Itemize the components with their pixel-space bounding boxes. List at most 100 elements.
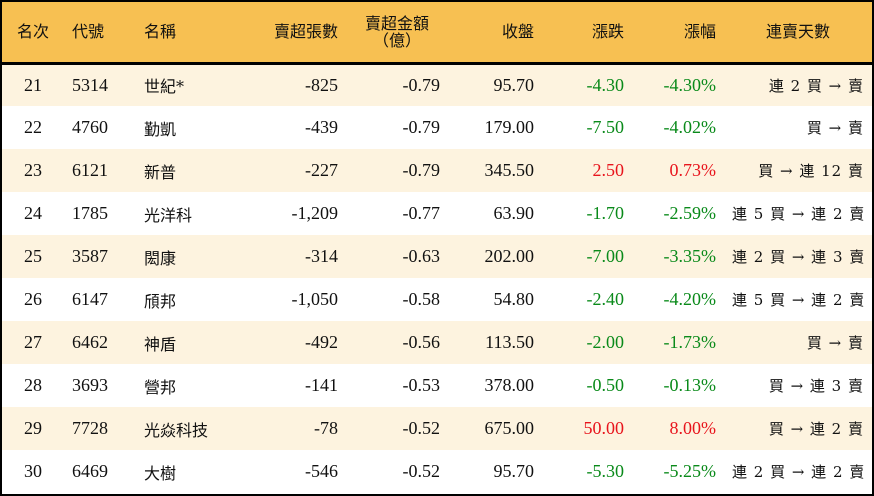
cell-name: 新普 — [144, 162, 177, 182]
header-close: 收盤 — [448, 2, 542, 65]
cell-change-pct: -1.73% — [663, 332, 717, 352]
header-code: 代號 — [64, 2, 136, 65]
cell-code: 6469 — [72, 461, 108, 481]
cell-rank: 21 — [24, 74, 42, 95]
cell-close: 95.70 — [493, 74, 535, 95]
cell-close: 54.80 — [493, 289, 535, 309]
cell-change: -2.40 — [586, 289, 625, 309]
cell-net-sell-lots: -825 — [305, 74, 338, 95]
cell-change-pct: -4.20% — [663, 289, 717, 309]
cell-change: 50.00 — [583, 418, 625, 438]
cell-code: 1785 — [72, 203, 108, 223]
cell-rank: 23 — [24, 160, 42, 180]
cell-close: 378.00 — [484, 375, 535, 395]
cell-streak: 連 2 買 → 連 2 賣 — [732, 463, 866, 481]
cell-net-sell-amount: -0.63 — [402, 246, 441, 266]
table-row: 30 6469 大樹 -546 -0.52 95.70 -5.30 -5.25%… — [2, 450, 872, 493]
header-name: 名稱 — [136, 2, 246, 65]
cell-net-sell-amount: -0.52 — [402, 461, 441, 481]
cell-rank: 30 — [24, 461, 42, 481]
header-net-sell-amount: 賣超金額 （億） — [346, 2, 448, 65]
header-net-sell-lots: 賣超張數 — [246, 2, 346, 65]
cell-change-pct: -0.13% — [663, 375, 717, 395]
cell-net-sell-amount: -0.53 — [402, 375, 441, 395]
table-row: 22 4760 勤凱 -439 -0.79 179.00 -7.50 -4.02… — [2, 106, 872, 149]
cell-code: 6462 — [72, 332, 108, 352]
cell-code: 7728 — [72, 418, 108, 438]
cell-rank: 26 — [24, 289, 42, 309]
cell-name: 營邦 — [144, 377, 177, 397]
cell-net-sell-lots: -492 — [305, 332, 338, 352]
cell-close: 675.00 — [484, 418, 535, 438]
cell-net-sell-lots: -78 — [314, 418, 338, 438]
cell-streak: 買 → 賣 — [806, 334, 864, 352]
table-row: 23 6121 新普 -227 -0.79 345.50 2.50 0.73% … — [2, 149, 872, 192]
cell-net-sell-amount: -0.79 — [402, 160, 441, 180]
cell-rank: 24 — [24, 203, 42, 223]
cell-code: 5314 — [72, 74, 108, 95]
table-row: 26 6147 頎邦 -1,050 -0.58 54.80 -2.40 -4.2… — [2, 278, 872, 321]
cell-net-sell-lots: -546 — [305, 461, 338, 481]
table-row: 28 3693 營邦 -141 -0.53 378.00 -0.50 -0.13… — [2, 364, 872, 407]
cell-close: 179.00 — [484, 117, 535, 137]
cell-change-pct: 8.00% — [669, 418, 717, 438]
table-row: 25 3587 閎康 -314 -0.63 202.00 -7.00 -3.35… — [2, 235, 872, 278]
cell-change: -7.50 — [586, 117, 625, 137]
cell-streak: 連 2 買 → 賣 — [768, 76, 864, 95]
table-row: 29 7728 光焱科技 -78 -0.52 675.00 50.00 8.00… — [2, 407, 872, 450]
cell-change: -2.00 — [586, 332, 625, 352]
cell-code: 3693 — [72, 375, 108, 395]
cell-net-sell-lots: -1,209 — [291, 203, 339, 223]
cell-streak: 買 → 連 2 賣 — [768, 420, 864, 438]
cell-streak: 買 → 連 12 賣 — [758, 162, 864, 180]
cell-name: 勤凱 — [144, 119, 177, 139]
header-net-sell-amount-line1: 賣超金額 — [364, 13, 429, 33]
cell-change: 2.50 — [592, 160, 625, 180]
cell-rank: 28 — [24, 375, 42, 395]
cell-net-sell-lots: -439 — [305, 117, 338, 137]
cell-code: 6147 — [72, 289, 108, 309]
cell-change: -1.70 — [586, 203, 625, 223]
header-change: 漲跌 — [542, 2, 632, 65]
cell-streak: 連 5 買 → 連 2 賣 — [732, 291, 866, 309]
table-row: 27 6462 神盾 -492 -0.56 113.50 -2.00 -1.73… — [2, 321, 872, 364]
cell-close: 95.70 — [493, 461, 535, 481]
header-rank: 名次 — [2, 2, 64, 65]
cell-change-pct: -4.02% — [663, 117, 717, 137]
cell-change-pct: -3.35% — [663, 246, 717, 266]
cell-rank: 25 — [24, 246, 42, 266]
header-net-sell-amount-line2: （億） — [372, 30, 421, 50]
cell-streak: 買 → 賣 — [806, 119, 864, 137]
table-header-row: 名次 代號 名稱 賣超張數 賣超金額 （億） 收盤 漲跌 漲幅 連賣天數 — [2, 2, 872, 65]
cell-change: -4.30 — [586, 74, 625, 95]
cell-rank: 22 — [24, 117, 42, 137]
header-change-pct: 漲幅 — [632, 2, 724, 65]
cell-change-pct: -2.59% — [663, 203, 717, 223]
table-row: 24 1785 光洋科 -1,209 -0.77 63.90 -1.70 -2.… — [2, 192, 872, 235]
cell-name: 頎邦 — [144, 291, 177, 311]
cell-code: 3587 — [72, 246, 108, 266]
cell-name: 世紀* — [144, 77, 185, 97]
cell-name: 光洋科 — [144, 205, 193, 225]
cell-net-sell-amount: -0.56 — [402, 332, 441, 352]
cell-net-sell-lots: -1,050 — [291, 289, 339, 309]
cell-net-sell-lots: -314 — [305, 246, 338, 266]
header-streak: 連賣天數 — [724, 2, 872, 65]
cell-net-sell-lots: -141 — [305, 375, 338, 395]
cell-net-sell-amount: -0.77 — [402, 203, 441, 223]
cell-close: 113.50 — [485, 332, 534, 352]
cell-name: 大樹 — [144, 463, 177, 483]
cell-streak: 連 2 買 → 連 3 賣 — [732, 248, 866, 266]
cell-change-pct: 0.73% — [669, 160, 717, 180]
cell-close: 63.90 — [493, 203, 535, 223]
cell-net-sell-amount: -0.58 — [402, 289, 441, 309]
cell-close: 345.50 — [484, 160, 535, 180]
cell-change-pct: -4.30% — [663, 74, 717, 95]
cell-code: 6121 — [72, 160, 108, 180]
cell-name: 閎康 — [144, 248, 177, 268]
cell-close: 202.00 — [484, 246, 535, 266]
cell-net-sell-lots: -227 — [305, 160, 338, 180]
cell-streak: 連 5 買 → 連 2 賣 — [732, 205, 866, 223]
